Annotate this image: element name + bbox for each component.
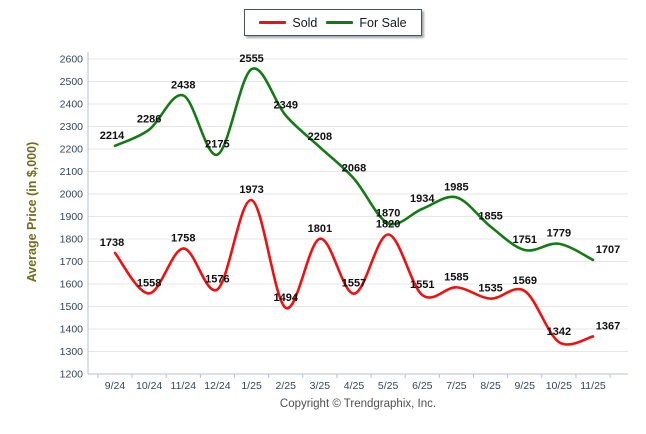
y-tick-label: 2000	[60, 189, 84, 201]
x-tick-label: 11/24	[171, 380, 197, 392]
y-tick-label: 1800	[60, 234, 84, 246]
y-tick-label: 1300	[60, 346, 84, 358]
sold-line-swatch-icon	[259, 21, 287, 24]
data-label-sold: 1585	[444, 271, 468, 283]
data-label-for-sale: 2068	[342, 163, 366, 175]
x-tick-label: 10/25	[546, 380, 572, 392]
y-tick-label: 2100	[60, 166, 84, 178]
x-tick-label: 11/25	[580, 380, 606, 392]
y-tick-label: 2600	[60, 54, 84, 66]
y-tick-label: 2500	[60, 76, 84, 88]
y-tick-label: 1600	[60, 279, 84, 291]
x-tick-label: 9/25	[514, 380, 535, 392]
data-label-sold: 1367	[596, 320, 620, 332]
data-label-sold: 1558	[137, 277, 161, 289]
y-tick-label: 1900	[60, 211, 84, 223]
x-tick-label: 8/25	[480, 380, 501, 392]
data-label-sold: 1738	[100, 237, 124, 249]
x-tick-label: 7/25	[446, 380, 467, 392]
y-tick-label: 2200	[60, 144, 84, 156]
sold-line	[113, 198, 595, 346]
data-label-for-sale: 1985	[444, 181, 468, 193]
data-label-sold: 1801	[308, 223, 332, 235]
data-label-for-sale: 2438	[171, 79, 195, 91]
data-label-sold: 1342	[547, 326, 571, 338]
for-sale-line	[113, 67, 595, 262]
data-label-for-sale: 2214	[100, 130, 125, 142]
data-label-sold: 1535	[478, 283, 502, 295]
x-tick-label: 4/25	[344, 380, 365, 392]
data-label-for-sale: 1870	[376, 207, 400, 219]
copyright-text: Copyright © Trendgraphix, Inc.	[279, 398, 437, 410]
legend-item-for-sale: For Sale	[326, 15, 407, 30]
legend-label-for-sale: For Sale	[359, 15, 407, 30]
data-label-for-sale: 1751	[512, 234, 536, 246]
x-tick-label: 5/25	[378, 380, 399, 392]
x-tick-label: 6/25	[412, 380, 433, 392]
y-tick-label: 1700	[60, 256, 84, 268]
data-label-sold: 1569	[512, 275, 536, 287]
data-label-for-sale: 1779	[547, 228, 571, 240]
for-sale-line-swatch-icon	[326, 21, 354, 24]
data-label-sold: 1494	[273, 292, 298, 304]
data-label-for-sale: 1707	[596, 244, 620, 256]
x-tick-label: 9/24	[105, 380, 126, 392]
y-tick-label: 2400	[60, 99, 84, 111]
y-tick-label: 1500	[60, 301, 84, 313]
plot-area: 1200 1300 1400 1500 1600 1700 1800 1900 2000 2100…	[60, 52, 628, 392]
data-label-sold: 1973	[239, 184, 263, 196]
data-label-sold: 1557	[342, 278, 366, 290]
data-label-for-sale: 1934	[410, 193, 435, 205]
data-label-for-sale: 2208	[308, 131, 332, 143]
data-label-sold: 1820	[376, 219, 400, 231]
chart-legend: Sold For Sale	[244, 9, 422, 36]
y-tick-label: 1200	[60, 369, 84, 381]
data-label-for-sale: 2286	[137, 114, 161, 126]
y-tick-label: 1400	[60, 324, 84, 336]
y-tick-label: 2300	[60, 121, 84, 133]
legend-label-sold: Sold	[292, 15, 318, 30]
data-label-for-sale: 2555	[239, 53, 263, 65]
data-label-sold: 1551	[410, 279, 434, 291]
data-label-for-sale: 2175	[205, 139, 229, 151]
data-label-sold: 1576	[205, 273, 229, 285]
y-axis-title: Average Price (in $,000)	[25, 142, 39, 283]
x-tick-label: 2/25	[275, 380, 296, 392]
data-label-for-sale: 2349	[273, 99, 297, 111]
data-label-sold: 1758	[171, 232, 195, 244]
x-tick-label: 1/25	[241, 380, 262, 392]
data-label-for-sale: 1855	[478, 211, 502, 223]
x-tick-label: 10/24	[136, 380, 162, 392]
x-tick-label: 3/25	[310, 380, 331, 392]
legend-item-sold: Sold	[259, 16, 317, 30]
x-tick-label: 12/24	[204, 380, 230, 392]
